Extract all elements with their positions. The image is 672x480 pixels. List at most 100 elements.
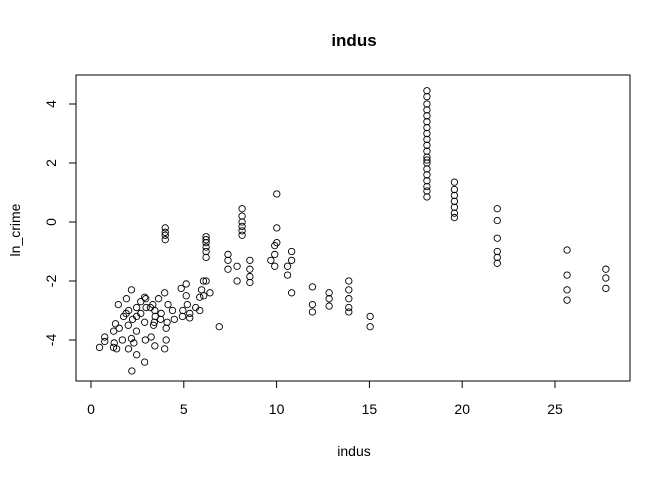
data-point <box>137 309 145 318</box>
data-point <box>423 156 431 164</box>
data-point <box>224 256 232 264</box>
data-point <box>366 312 374 321</box>
y-tick-label: 4 <box>43 100 59 108</box>
data-point <box>186 314 194 322</box>
data-point <box>124 321 132 329</box>
data-point <box>238 205 246 213</box>
data-point <box>238 222 246 231</box>
data-point <box>140 358 149 366</box>
data-point <box>233 277 241 285</box>
data-point <box>146 303 155 312</box>
data-point <box>114 300 122 309</box>
data-point <box>202 233 210 241</box>
data-point <box>308 283 317 291</box>
data-point <box>493 205 501 213</box>
data-point <box>450 191 459 200</box>
data-point <box>122 295 131 303</box>
data-point <box>162 324 170 332</box>
data-point <box>602 265 610 273</box>
data-point <box>602 274 610 282</box>
data-point <box>238 218 246 226</box>
data-point <box>202 277 210 285</box>
data-point <box>127 286 136 294</box>
data-point <box>423 141 431 149</box>
data-point <box>170 315 178 323</box>
data-point <box>178 312 187 321</box>
data-point <box>325 289 333 297</box>
data-point <box>563 271 571 279</box>
data-point <box>101 333 109 341</box>
data-point <box>127 334 136 343</box>
data-point <box>132 327 141 335</box>
data-point <box>124 345 133 353</box>
y-axis-label: ln_crime <box>7 203 23 256</box>
data-point <box>161 224 169 232</box>
data-point <box>423 118 431 126</box>
data-point <box>202 253 210 262</box>
data-point <box>345 308 353 316</box>
data-point <box>238 227 246 235</box>
data-point <box>202 236 210 244</box>
data-point <box>202 243 210 251</box>
data-point <box>450 209 459 217</box>
data-point <box>450 185 459 194</box>
data-point <box>196 293 204 301</box>
data-point <box>112 345 121 353</box>
data-point <box>182 292 190 300</box>
data-point <box>287 247 296 256</box>
data-point <box>308 308 317 316</box>
scatter-points <box>95 87 610 375</box>
data-point <box>151 342 159 350</box>
data-point <box>423 100 431 108</box>
data-point <box>161 228 169 236</box>
data-point <box>563 286 571 294</box>
data-point <box>271 250 279 259</box>
data-point <box>197 286 206 294</box>
data-point <box>238 231 246 239</box>
data-point <box>273 238 281 247</box>
y-tick-label: -2 <box>43 275 59 288</box>
data-point <box>233 262 241 270</box>
data-point <box>246 265 254 273</box>
data-point <box>423 123 431 132</box>
data-point <box>140 293 149 301</box>
data-point <box>423 165 431 173</box>
data-point <box>125 306 133 315</box>
data-point <box>142 295 150 303</box>
data-point <box>186 309 194 318</box>
data-point <box>563 296 571 304</box>
data-point <box>308 300 317 309</box>
data-point <box>101 337 109 346</box>
data-point <box>345 303 353 312</box>
x-tick-label: 10 <box>269 401 285 417</box>
data-point <box>156 315 165 323</box>
data-point <box>423 87 431 95</box>
y-axis: -4 -2 0 2 4 <box>43 100 77 346</box>
data-point <box>273 190 281 198</box>
x-axis: 0 5 10 15 20 25 <box>87 380 563 417</box>
chart-title: indus <box>331 31 376 50</box>
data-point <box>115 324 123 332</box>
data-point <box>423 106 431 114</box>
x-axis-label: indus <box>337 443 370 459</box>
data-point <box>140 318 149 326</box>
data-point <box>154 295 163 303</box>
data-point <box>423 135 431 144</box>
data-point <box>450 203 459 211</box>
data-point <box>161 236 169 244</box>
data-point <box>151 306 159 315</box>
data-point <box>183 300 191 309</box>
data-point <box>493 234 501 242</box>
data-point <box>345 277 353 285</box>
data-point <box>283 262 292 270</box>
data-point <box>602 284 610 293</box>
data-point <box>215 323 223 331</box>
data-point <box>423 187 431 195</box>
data-point <box>95 343 104 352</box>
data-point <box>109 327 118 335</box>
data-point <box>493 216 501 225</box>
data-point <box>142 303 150 312</box>
data-point <box>151 312 159 321</box>
x-tick-label: 20 <box>454 401 470 417</box>
